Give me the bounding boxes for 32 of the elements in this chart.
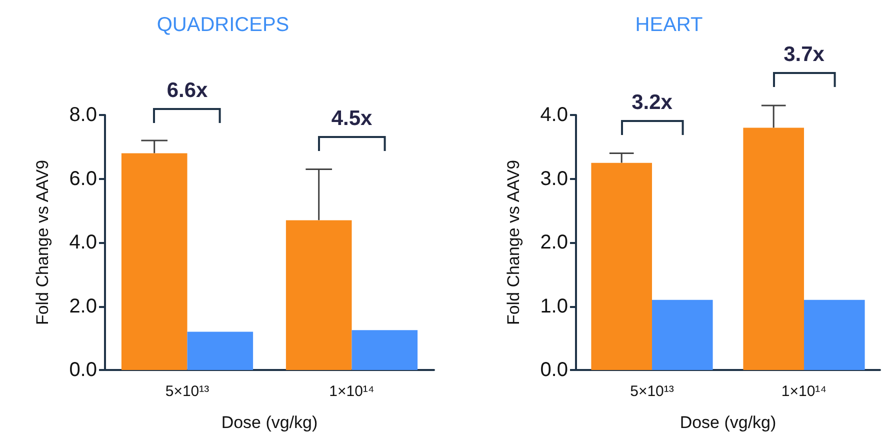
y-tick-label: 4.0 [540, 104, 568, 126]
y-tick-label: 8.0 [69, 104, 97, 126]
text: 3.2x [632, 91, 672, 116]
x-axis-title: Dose (vg/kg) [221, 413, 318, 432]
x-tick-label: 5×10¹³ [165, 383, 210, 400]
y-tick-label: 0.0 [540, 359, 568, 381]
y-tick-label: 3.0 [540, 168, 568, 190]
chart-title: QUADRICEPS [156, 14, 290, 36]
bar [804, 300, 865, 370]
y-tick-label: 2.0 [69, 295, 97, 318]
y-tick-label: 0.0 [69, 359, 97, 381]
text: 3.7x [784, 43, 824, 68]
chart-title: HEART [635, 14, 703, 36]
bar [121, 153, 188, 370]
y-tick-label: 1.0 [540, 295, 568, 318]
bar [352, 330, 418, 370]
y-tick-label: 6.0 [69, 168, 97, 190]
y-axis-title: Fold Change vs AAV9 [33, 160, 52, 326]
bar [187, 332, 254, 370]
bar [743, 128, 804, 370]
y-tick-label: 4.0 [69, 232, 97, 254]
x-tick-label: 5×10¹³ [630, 383, 674, 400]
bar [591, 162, 652, 370]
y-tick-label: 2.0 [540, 232, 568, 254]
bar [286, 220, 352, 370]
x-axis-title: Dose (vg/kg) [680, 413, 776, 432]
y-axis-title: Fold Change vs AAV9 [504, 160, 523, 326]
x-tick-label: 1×10¹⁴ [329, 383, 374, 400]
x-tick-label: 1×10¹⁴ [781, 383, 827, 400]
bar [652, 300, 713, 370]
annotation: 4.5x [331, 107, 372, 132]
text: 6.6x [166, 78, 208, 102]
